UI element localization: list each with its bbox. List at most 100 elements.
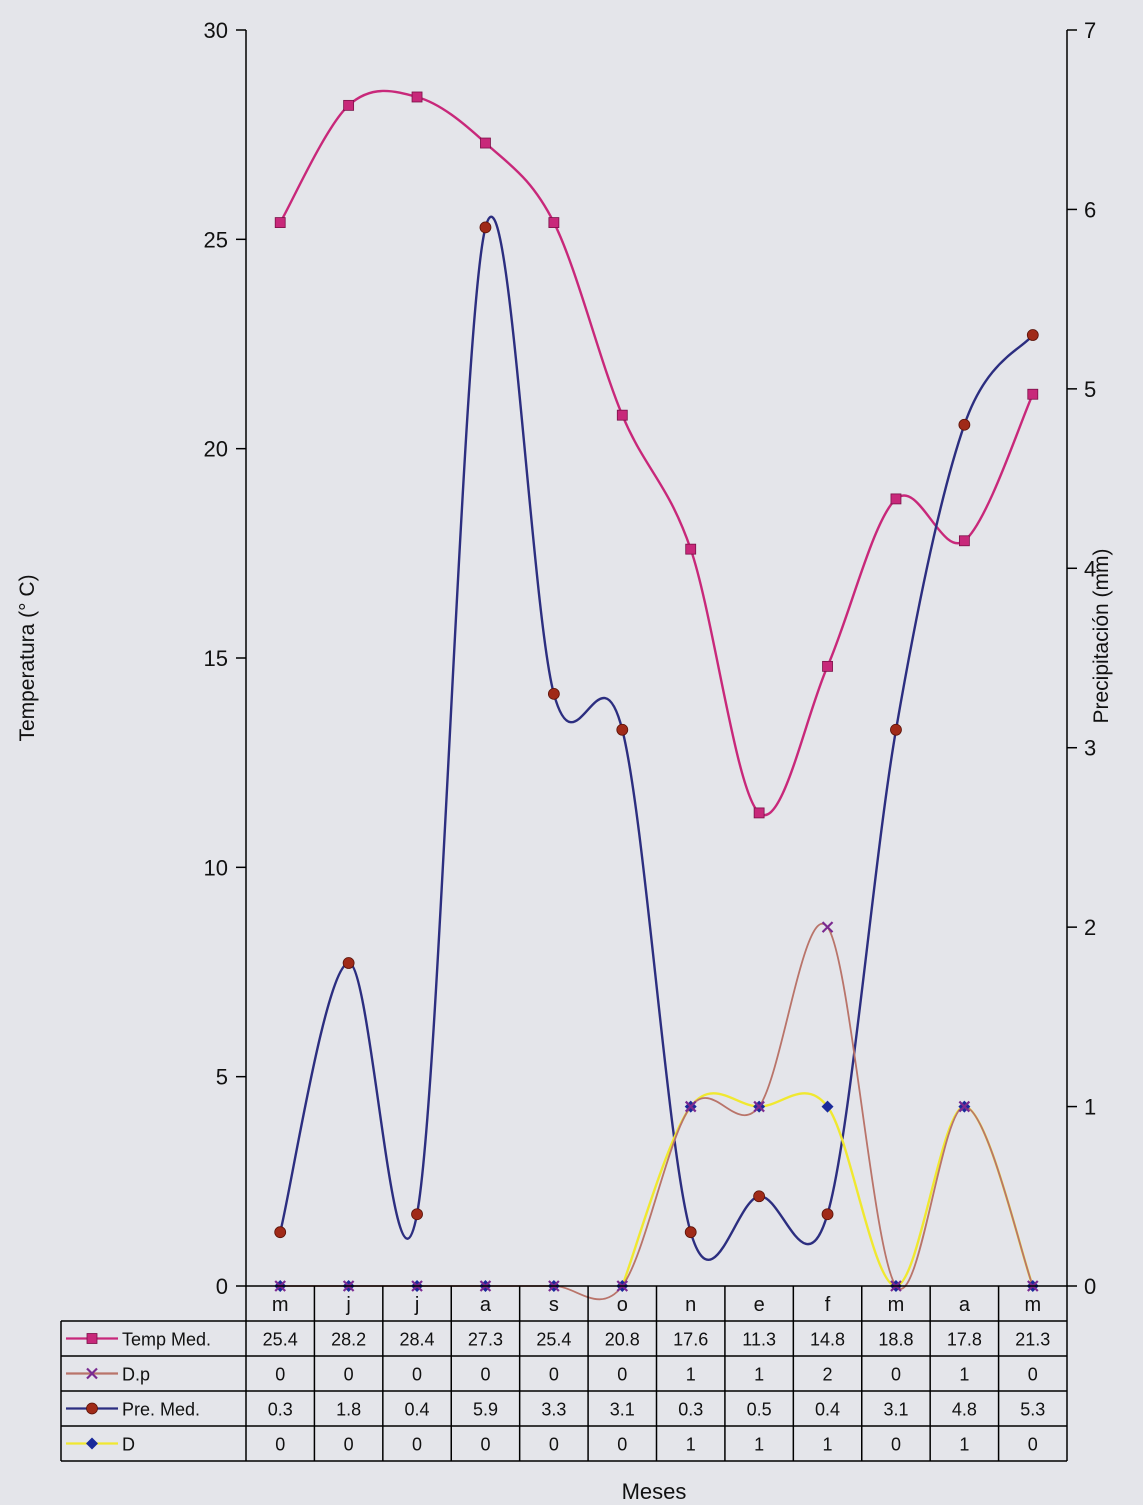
data-point (274, 1226, 287, 1239)
data-point (342, 957, 355, 969)
plot-area (274, 89, 1039, 1301)
table-cell: 1 (959, 1365, 969, 1385)
data-point (753, 1190, 766, 1203)
table-cell: 2 (823, 1365, 833, 1385)
data-point (890, 493, 902, 505)
table-cell: 27.3 (468, 1330, 503, 1350)
table-cell: 17.8 (947, 1330, 982, 1350)
table-cell: 0 (891, 1435, 901, 1455)
x-tick-label: n (685, 1294, 696, 1316)
y2-tick-label: 6 (1084, 197, 1096, 222)
data-point (1027, 388, 1039, 400)
table-cell: 0 (344, 1435, 354, 1455)
legend-label: D.p (122, 1365, 150, 1385)
data-point (480, 137, 491, 149)
y-tick-label: 5 (216, 1065, 228, 1090)
x-tick-label: e (754, 1294, 765, 1316)
x-tick-label: f (825, 1294, 831, 1316)
table-cell: 28.2 (331, 1330, 366, 1350)
table-cell: 14.8 (810, 1330, 845, 1350)
x-axis-title: Meses (622, 1479, 687, 1504)
data-point (1026, 329, 1039, 341)
table-cell: 5.9 (473, 1400, 498, 1420)
y-tick-label: 30 (204, 18, 228, 43)
table-cell: 0.5 (747, 1400, 772, 1420)
y2-tick-label: 1 (1084, 1095, 1096, 1120)
data-point (822, 660, 833, 672)
axes: 0 5 10 15 20 25 30 0 1 2 3 4 5 6 7 (204, 18, 1097, 1299)
table-cell: 0 (412, 1365, 422, 1385)
table-cell: 1 (959, 1435, 969, 1455)
data-point (411, 1208, 423, 1221)
data-point (958, 418, 971, 431)
table-cell: 4.8 (952, 1400, 977, 1420)
y2-tick-label: 5 (1084, 377, 1096, 402)
y2-tick-label: 3 (1084, 736, 1096, 761)
y2-tick-label: 2 (1084, 915, 1096, 940)
table-cell: 0 (480, 1435, 490, 1455)
data-point (684, 1226, 697, 1239)
table-cell: 0 (412, 1435, 422, 1455)
table-cell: 0 (344, 1365, 354, 1385)
data-point (411, 91, 423, 103)
table-cell: 3.1 (610, 1400, 635, 1420)
series-line-pre-med (279, 215, 1034, 1261)
table-cell: 21.3 (1015, 1330, 1050, 1350)
data-point (616, 723, 629, 736)
legend-label: Pre. Med. (122, 1400, 200, 1420)
table-cell: 0 (1028, 1365, 1038, 1385)
data-point (821, 1100, 834, 1113)
data-point (753, 1100, 765, 1113)
table-cell: 0 (1028, 1435, 1038, 1455)
y2-tick-label: 4 (1084, 556, 1096, 581)
table-cell: 0 (891, 1365, 901, 1385)
table-cell: 1 (686, 1435, 696, 1455)
table-cell: 1 (754, 1435, 764, 1455)
x-tick-label: a (959, 1294, 971, 1316)
data-point (343, 99, 355, 111)
legend-label: D (122, 1435, 135, 1455)
table-cell: 1 (823, 1435, 833, 1455)
table-cell: 1 (754, 1365, 764, 1385)
data-point (616, 409, 628, 421)
table-cell: 3.1 (883, 1400, 908, 1420)
y-tick-label: 10 (204, 855, 228, 880)
table-cell: 0.4 (405, 1400, 430, 1420)
data-point (958, 1100, 971, 1113)
data-point (821, 921, 834, 933)
x-tick-label: a (480, 1294, 492, 1316)
x-tick-label: m (272, 1294, 289, 1316)
x-tick-label: j (414, 1294, 419, 1316)
data-point (684, 1100, 697, 1113)
y-tick-label: 15 (204, 646, 228, 671)
legend-marker (86, 1437, 98, 1450)
y2-tick-label: 0 (1084, 1274, 1096, 1299)
y2-axis-title: Precipitación (mm) (1090, 548, 1113, 723)
series-line-temp-med (279, 89, 1034, 817)
y-tick-label: 25 (204, 227, 228, 252)
table-cell: 0 (549, 1365, 559, 1385)
y-tick-label: 20 (204, 437, 228, 462)
table-cell: 0 (549, 1435, 559, 1455)
data-point (753, 807, 765, 819)
y2-tick-label: 7 (1084, 18, 1096, 43)
x-tick-label: m (888, 1294, 905, 1316)
y-tick-label: 0 (216, 1274, 228, 1299)
table-cell: 0 (617, 1435, 627, 1455)
table-cell: 0.3 (268, 1400, 293, 1420)
data-point (547, 687, 560, 700)
table-cell: 0 (275, 1435, 285, 1455)
y-axis-title: Temperatura (° C) (16, 574, 39, 741)
data-point (890, 723, 902, 736)
table-cell: 0.4 (815, 1400, 840, 1420)
legend-marker (86, 1367, 98, 1380)
legend-marker (86, 1402, 98, 1415)
data-point (685, 543, 697, 555)
legend-marker (86, 1333, 98, 1344)
table-cell: 11.3 (742, 1330, 776, 1350)
data-point (821, 1208, 834, 1221)
table-cell: 0.3 (678, 1400, 703, 1420)
data-point (479, 221, 492, 234)
table-cell: 5.3 (1020, 1400, 1045, 1420)
